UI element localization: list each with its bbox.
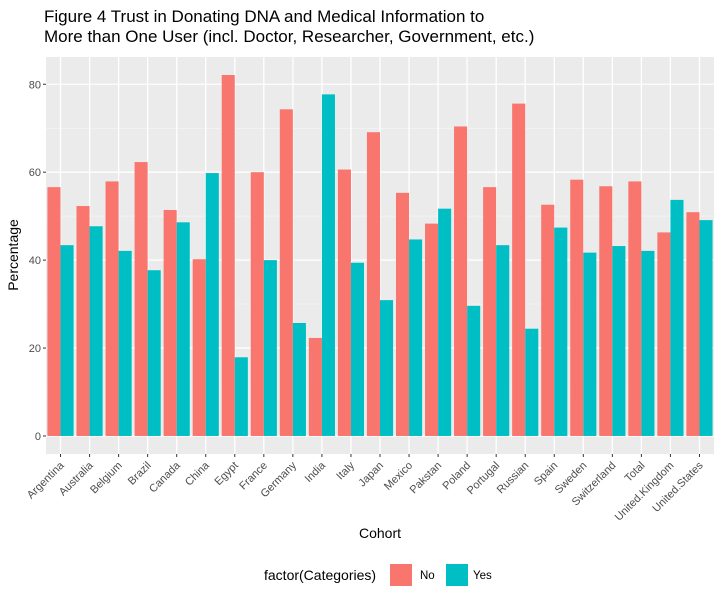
bar-yes-germany: [292, 322, 306, 436]
x-tick-label: Portugal: [465, 460, 502, 497]
bar-yes-mexico: [409, 239, 423, 436]
bar-yes-egypt: [234, 357, 248, 436]
bar-no-egypt: [221, 75, 235, 436]
bar-yes-total: [641, 250, 655, 436]
chart-title-line-1: Figure 4 Trust in Donating DNA and Medic…: [44, 7, 484, 26]
bar-yes-belgium: [118, 250, 132, 436]
bar-yes-poland: [467, 305, 481, 436]
legend-swatch-no: [390, 564, 412, 586]
bar-yes-sweden: [583, 252, 597, 436]
bar-yes-argentina: [60, 245, 74, 436]
legend: factor(Categories) No Yes: [264, 564, 492, 586]
legend-label-yes: Yes: [473, 570, 492, 582]
bar-no-portugal: [483, 187, 497, 436]
bar-yes-brazil: [147, 270, 161, 436]
legend-title: factor(Categories): [264, 567, 376, 583]
bar-no-brazil: [134, 162, 148, 436]
y-axis-title: Percentage: [5, 219, 21, 291]
bar-no-switzerland: [599, 186, 613, 436]
x-tick-label: China: [183, 459, 212, 488]
bar-yes-australia: [89, 226, 103, 436]
legend-swatch-yes: [446, 564, 468, 586]
bar-no-germany: [279, 109, 293, 436]
y-tick-label: 40: [29, 255, 41, 267]
bar-yes-canada: [176, 222, 190, 436]
legend-label-no: No: [420, 570, 435, 582]
bar-no-canada: [163, 209, 177, 436]
bar-no-argentina: [47, 187, 61, 436]
y-tick-label: 0: [35, 431, 41, 443]
y-tick-label: 20: [29, 343, 41, 355]
bar-no-united-states: [686, 212, 700, 436]
bar-no-belgium: [105, 181, 119, 436]
bar-yes-spain: [554, 227, 568, 436]
x-tick-label: Canada: [147, 459, 183, 495]
bar-yes-italy: [350, 262, 365, 436]
bar-yes-switzerland: [612, 246, 626, 436]
y-axis: 0 20 40 60 80: [29, 79, 46, 443]
bar-no-spain: [541, 204, 555, 436]
x-tick-label: Belgium: [88, 460, 125, 497]
bar-no-japan: [366, 132, 380, 436]
bar-no-poland: [454, 126, 468, 436]
bar-yes-portugal: [496, 245, 510, 436]
bars: [47, 75, 713, 436]
bar-yes-france: [263, 260, 277, 436]
bar-no-sweden: [570, 179, 584, 436]
bar-yes-china: [205, 173, 219, 436]
x-tick-label: Russian: [495, 460, 532, 497]
bar-yes-russian: [525, 328, 539, 436]
bar-yes-united-states: [699, 220, 713, 436]
y-tick-label: 80: [29, 79, 41, 91]
bar-no-india: [308, 337, 322, 436]
x-axis-title: Cohort: [359, 525, 401, 541]
bar-no-china: [192, 259, 206, 436]
bar-yes-japan: [380, 300, 394, 436]
bar-no-pakstan: [425, 223, 439, 436]
x-tick-label: Pakstan: [408, 460, 445, 497]
bar-yes-united-kingdom: [670, 199, 684, 436]
bar-no-united-kingdom: [657, 232, 671, 436]
y-tick-label: 60: [29, 167, 41, 179]
bar-no-australia: [76, 206, 90, 436]
bar-yes-pakstan: [438, 208, 452, 436]
x-tick-label: Italy: [334, 459, 357, 482]
x-tick-label: India: [303, 459, 329, 485]
bar-no-mexico: [395, 192, 410, 436]
chart-title-line-2: More than One User (incl. Doctor, Resear…: [44, 27, 534, 46]
bar-yes-india: [321, 94, 335, 436]
bar-no-france: [250, 172, 264, 436]
bar-no-italy: [337, 169, 351, 436]
bar-no-russian: [512, 103, 526, 436]
bar-no-total: [628, 181, 642, 436]
x-tick-label: Total: [623, 460, 648, 485]
